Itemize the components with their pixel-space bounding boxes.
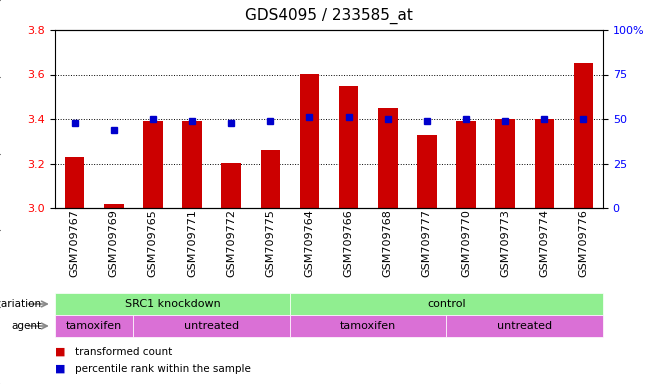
Bar [299, 74, 319, 208]
Bar [104, 204, 124, 208]
Text: untreated: untreated [497, 321, 552, 331]
Text: ■: ■ [55, 364, 66, 374]
Bar [143, 121, 163, 208]
Bar [456, 121, 476, 208]
Text: agent: agent [12, 321, 42, 331]
Bar [417, 134, 437, 208]
Text: genotype/variation: genotype/variation [0, 299, 42, 309]
Text: control: control [427, 299, 466, 309]
Bar [261, 150, 280, 208]
Bar [339, 86, 359, 208]
Text: SRC1 knockdown: SRC1 knockdown [124, 299, 220, 309]
Bar [221, 164, 241, 208]
Bar [64, 157, 84, 208]
Text: transformed count: transformed count [75, 347, 172, 357]
Text: tamoxifen: tamoxifen [66, 321, 122, 331]
Bar [574, 63, 594, 208]
Bar [534, 119, 554, 208]
Text: untreated: untreated [184, 321, 239, 331]
Text: tamoxifen: tamoxifen [340, 321, 396, 331]
Bar [495, 119, 515, 208]
Text: percentile rank within the sample: percentile rank within the sample [75, 364, 251, 374]
Bar [182, 121, 202, 208]
Text: ■: ■ [55, 347, 66, 357]
Text: GDS4095 / 233585_at: GDS4095 / 233585_at [245, 8, 413, 24]
Bar [378, 108, 397, 208]
